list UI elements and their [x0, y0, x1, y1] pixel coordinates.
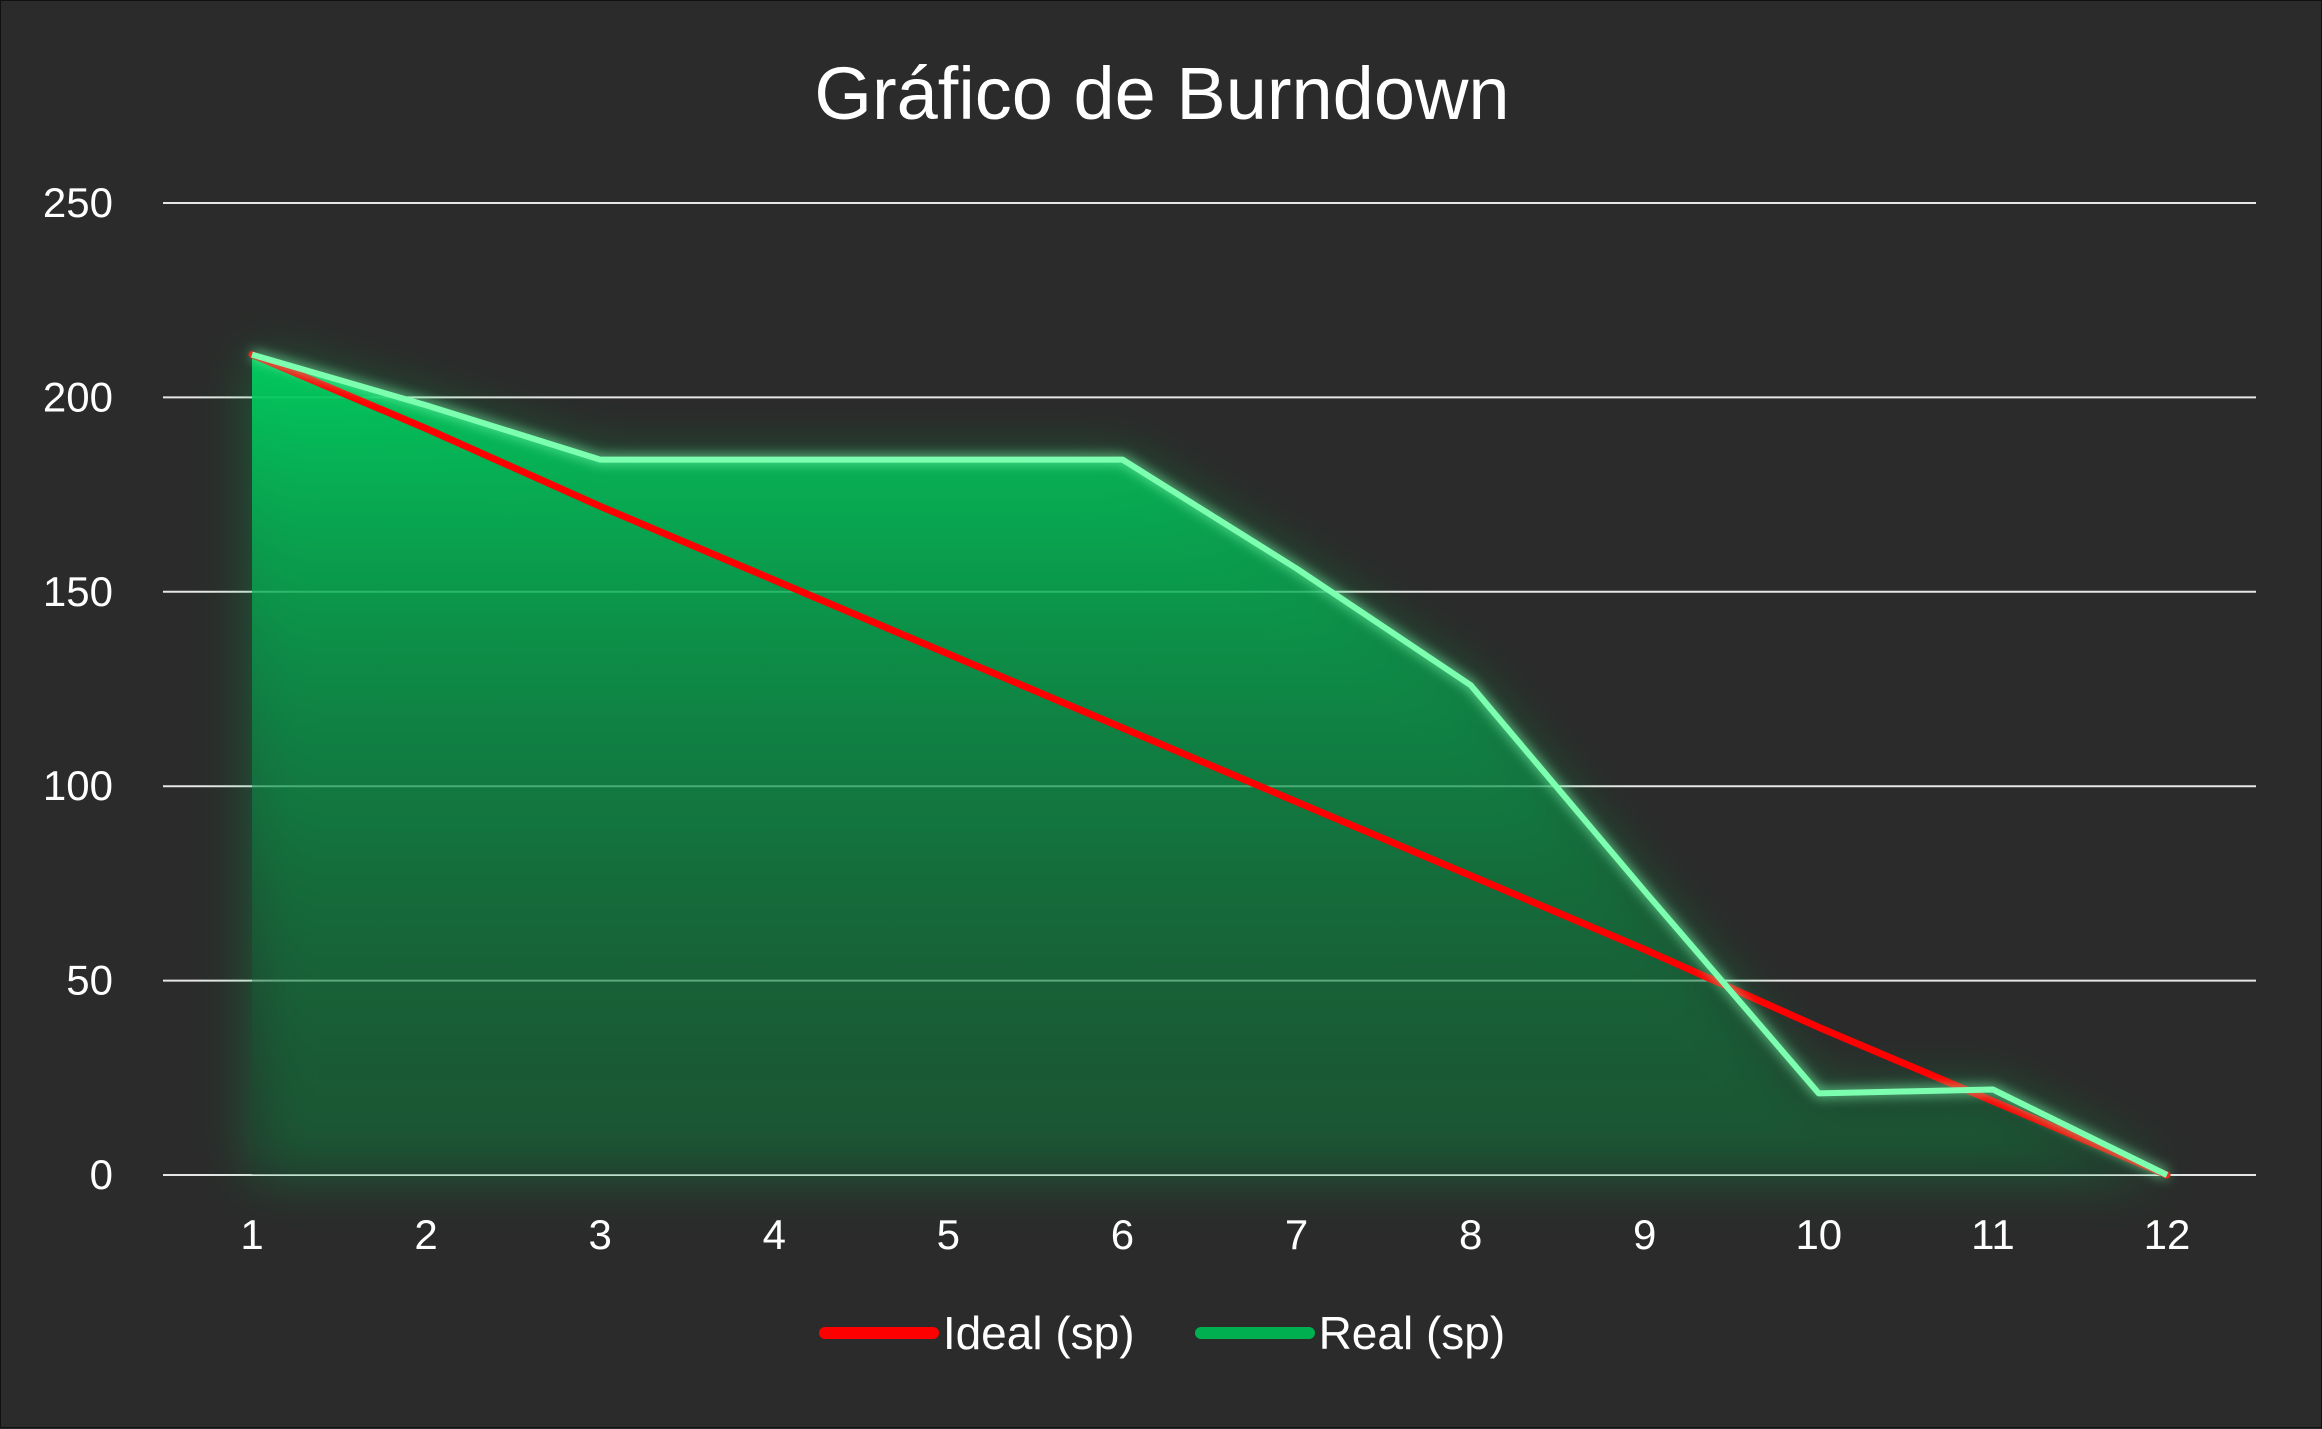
x-tick-label-5: 5: [937, 1211, 960, 1258]
x-tick-label-1: 1: [240, 1211, 263, 1258]
x-tick-label-4: 4: [763, 1211, 786, 1258]
series-layer: [248, 351, 2171, 1179]
x-tick-label-12: 12: [2144, 1211, 2191, 1258]
x-tick-label-6: 6: [1111, 1211, 1134, 1258]
y-tick-label-0: 0: [90, 1151, 113, 1198]
x-tick-label-9: 9: [1633, 1211, 1656, 1258]
y-axis-tick-labels: 0 50 100 150 200 250: [43, 179, 113, 1198]
x-tick-label-3: 3: [589, 1211, 612, 1258]
x-tick-label-8: 8: [1459, 1211, 1482, 1258]
legend-entry-real: Real (sp): [1194, 1306, 1506, 1360]
x-tick-label-7: 7: [1285, 1211, 1308, 1258]
y-tick-label-100: 100: [43, 762, 113, 809]
legend: Ideal (sp) Real (sp): [1, 1306, 2322, 1360]
legend-label-real: Real (sp): [1318, 1307, 1506, 1359]
legend-entry-ideal: Ideal (sp): [818, 1306, 1135, 1360]
y-tick-label-50: 50: [66, 957, 113, 1004]
x-tick-label-10: 10: [1795, 1211, 1842, 1258]
y-tick-label-200: 200: [43, 373, 113, 420]
legend-swatch-real: [1194, 1327, 1315, 1339]
x-axis-tick-labels: 1 2 3 4 5 6 7 8 9 10 11 12: [240, 1211, 2190, 1258]
y-tick-label-250: 250: [43, 179, 113, 226]
chart-title: Gráfico de Burndown: [814, 52, 1510, 135]
series-real-line: [251, 351, 2169, 1178]
x-tick-label-2: 2: [414, 1211, 437, 1258]
x-tick-label-11: 11: [1971, 1211, 2015, 1258]
legend-swatch-ideal: [818, 1327, 939, 1339]
legend-label-ideal: Ideal (sp): [942, 1307, 1135, 1359]
series-ideal-line: [248, 351, 2171, 1179]
y-tick-label-150: 150: [43, 568, 113, 615]
